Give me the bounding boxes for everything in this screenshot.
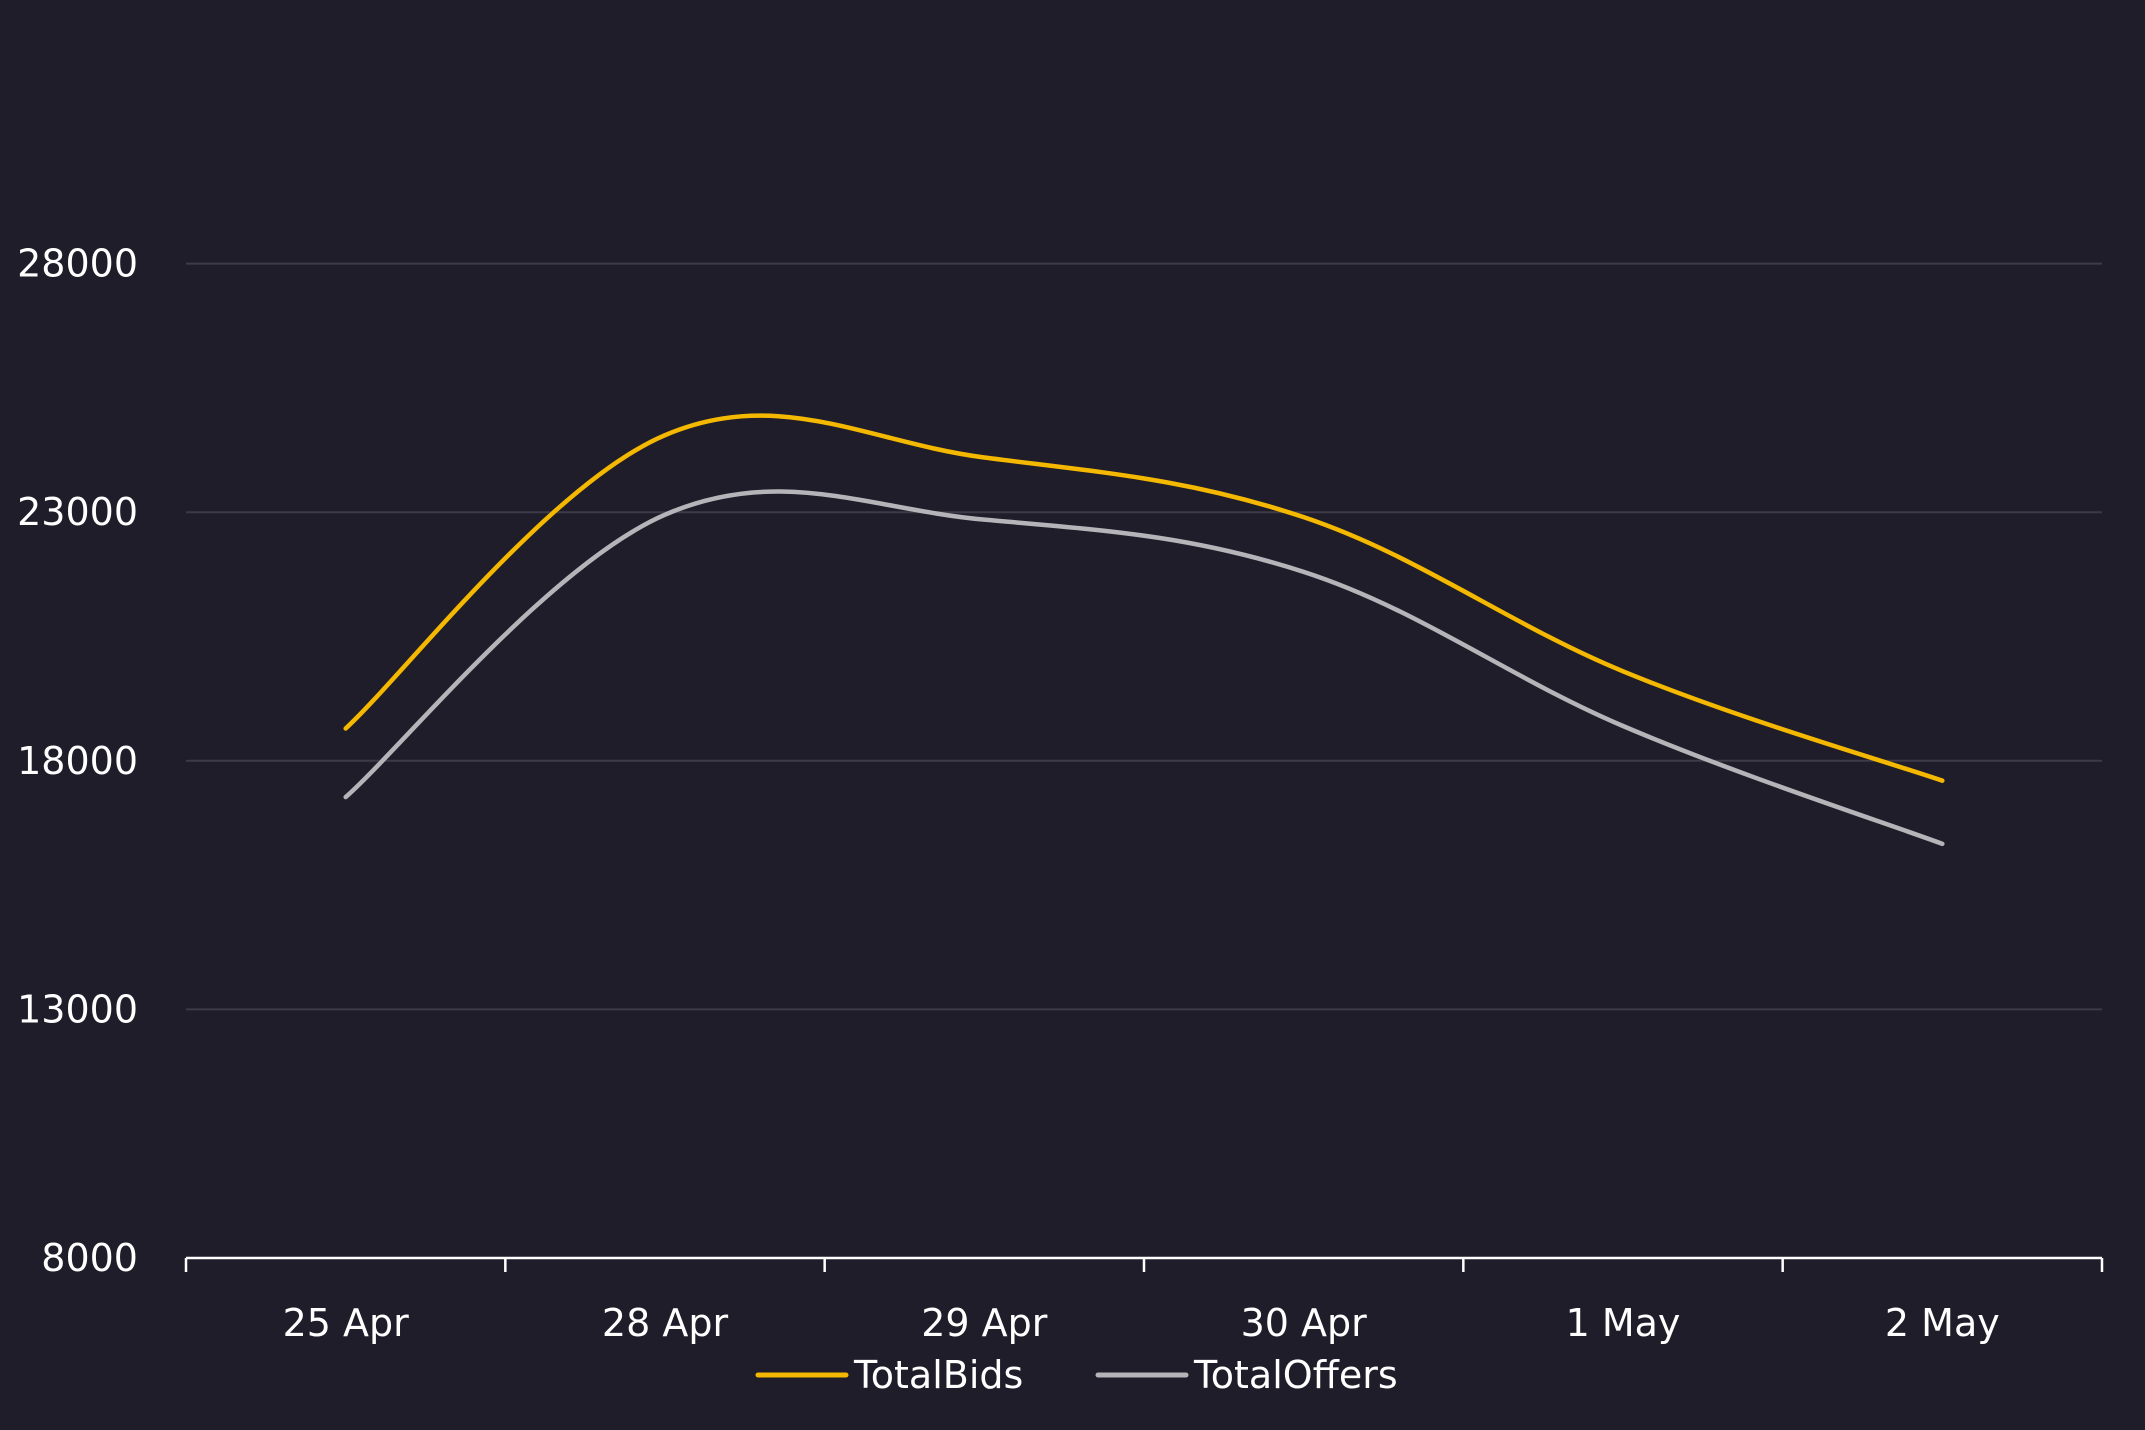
x-axis: 25 Apr 28 Apr 29 Apr 30 Apr 1 May 2 May [184, 1256, 2104, 1345]
legend-item-totaloffers[interactable]: TotalOffers [1095, 1353, 1398, 1397]
legend-item-totalbids[interactable]: TotalBids [755, 1353, 1023, 1397]
legend-label: TotalOffers [1193, 1353, 1398, 1397]
y-tick-label: 8000 [41, 1236, 138, 1280]
y-tick-label: 18000 [17, 739, 138, 783]
legend-label: TotalBids [853, 1353, 1023, 1397]
x-tick-label: 1 May [1566, 1301, 1681, 1345]
y-tick-label: 28000 [17, 242, 138, 286]
series-lines [343, 413, 1945, 847]
legend[interactable]: TotalBids TotalOffers [755, 1353, 1398, 1397]
x-tick-label: 2 May [1885, 1301, 2000, 1345]
x-tick-label: 25 Apr [283, 1301, 410, 1345]
x-tick-label: 28 Apr [602, 1301, 729, 1345]
series-line-totalbids [343, 413, 1945, 783]
y-axis: 8000 13000 18000 23000 28000 [17, 242, 138, 1280]
x-tick-label: 30 Apr [1241, 1301, 1368, 1345]
x-tick-label: 29 Apr [921, 1301, 1048, 1345]
series-line-totaloffers [343, 489, 1945, 847]
gridlines [186, 262, 2102, 1011]
y-tick-label: 13000 [17, 987, 138, 1031]
y-tick-label: 23000 [17, 490, 138, 534]
